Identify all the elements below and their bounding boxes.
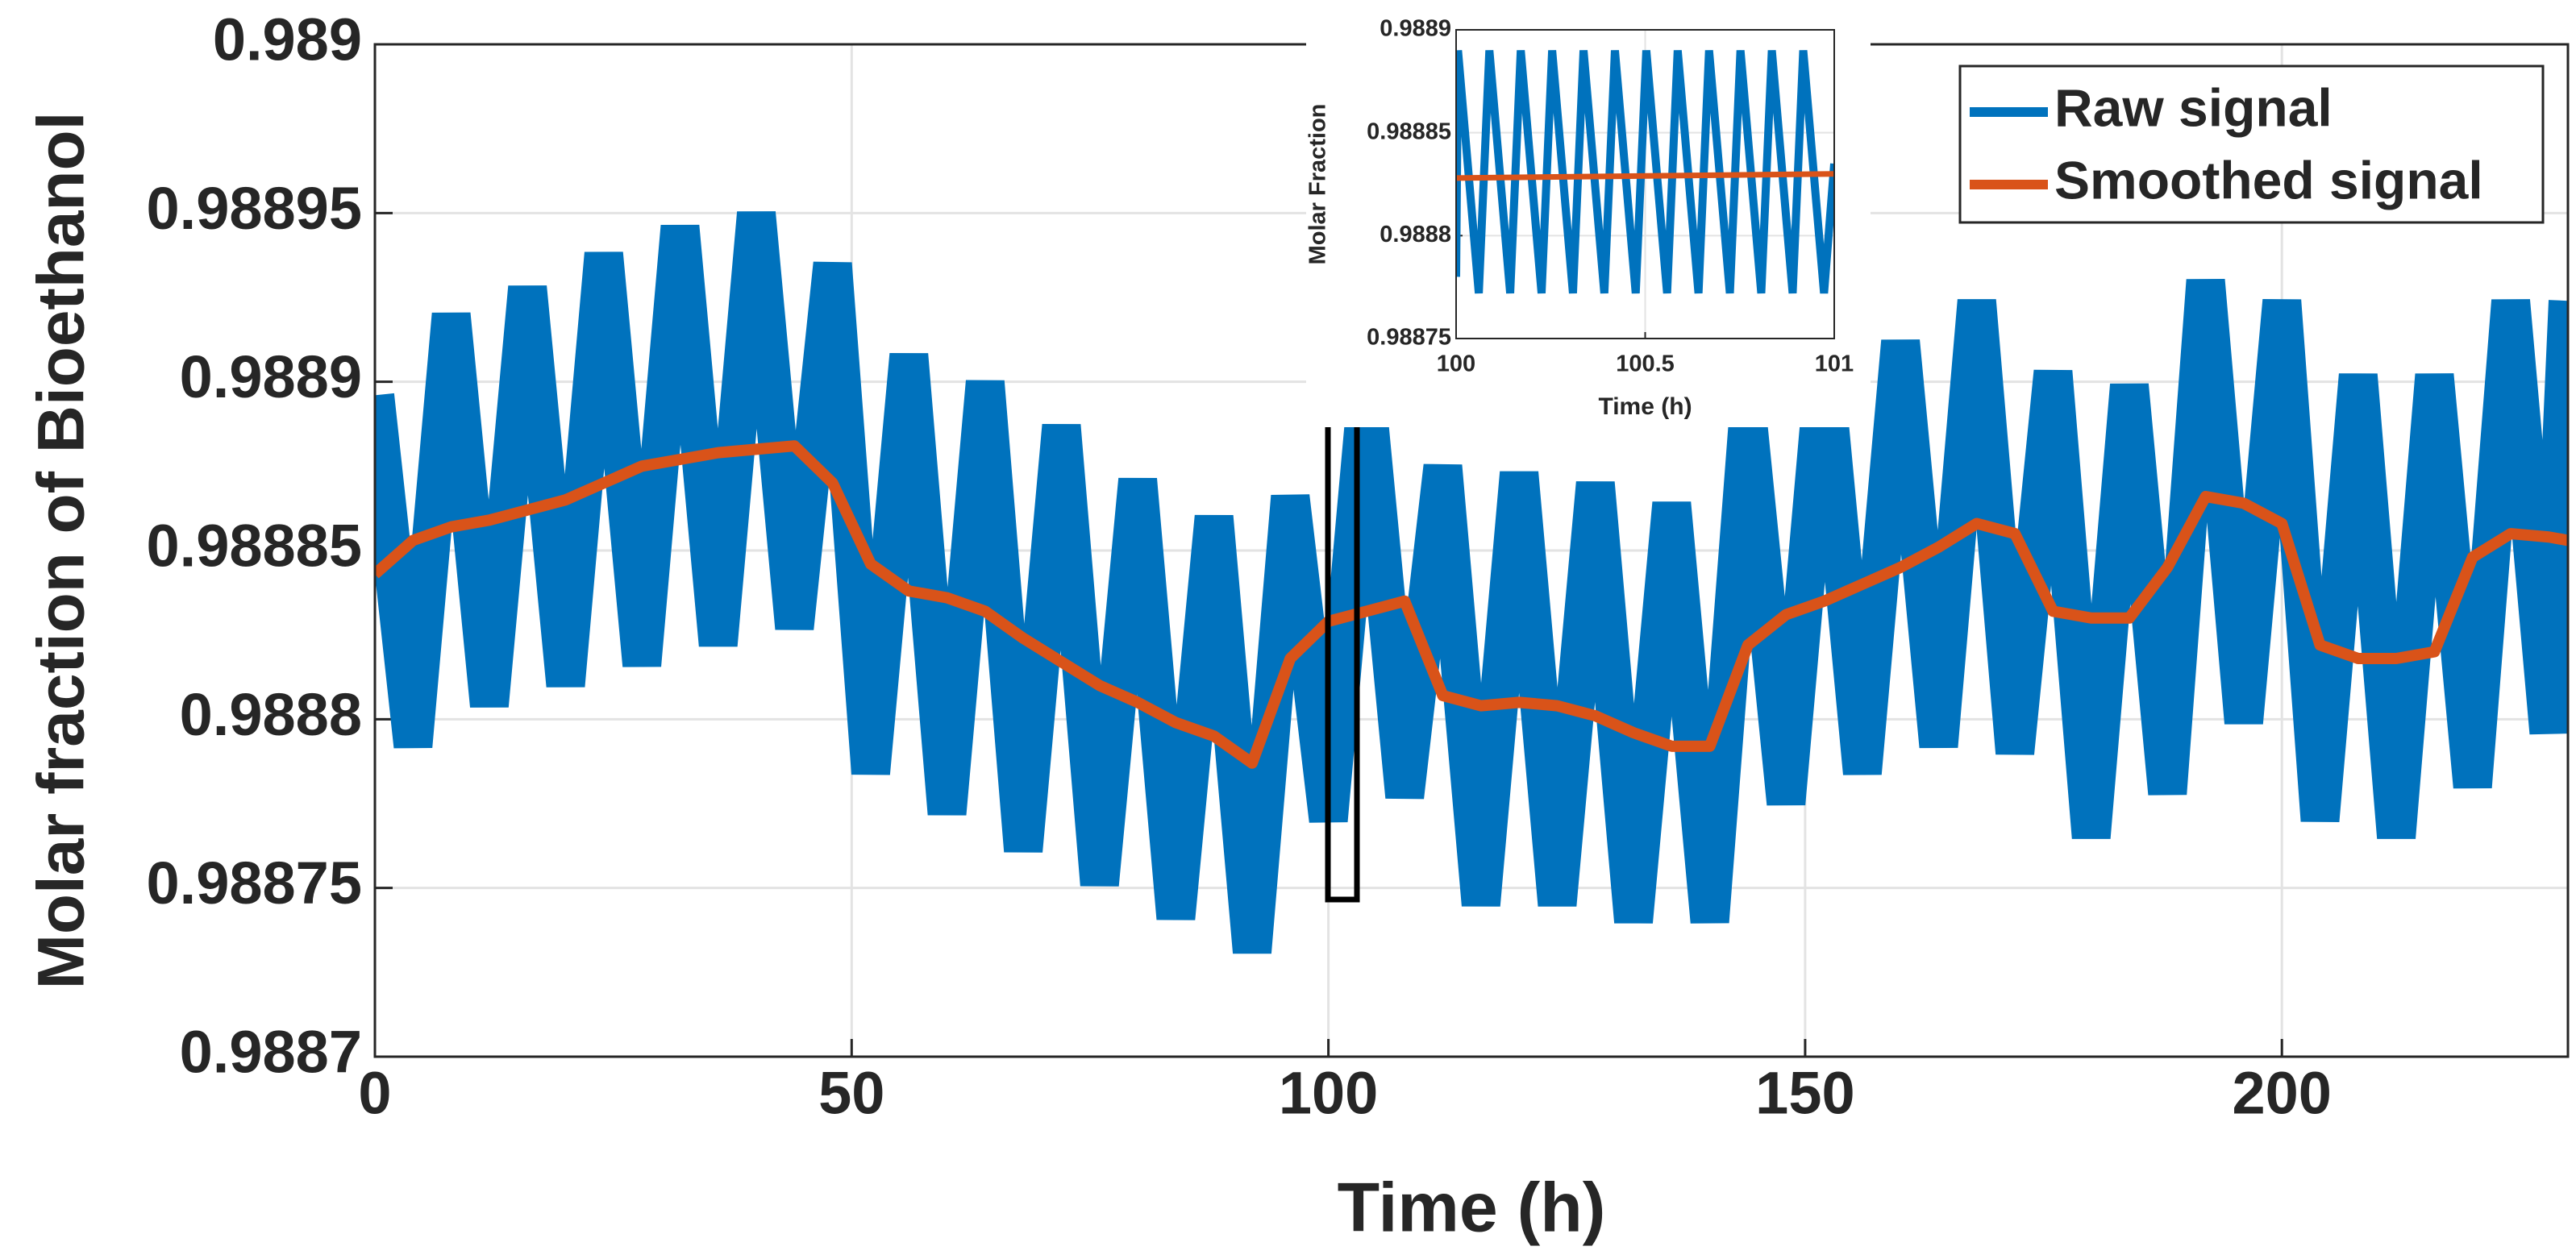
legend-label: Raw signal bbox=[2054, 77, 2333, 137]
y-axis-label: Molar fraction of Bioethanol bbox=[25, 112, 98, 990]
y-tick-label: 0.9888 bbox=[180, 681, 362, 748]
y-tick-label: 0.9889 bbox=[1380, 16, 1451, 42]
legend: Raw signal Smoothed signal bbox=[1958, 64, 2545, 224]
x-tick-label: 200 bbox=[2232, 1060, 2331, 1127]
y-tick-label: 0.9887 bbox=[180, 1019, 362, 1086]
x-tick-label: 150 bbox=[1755, 1060, 1854, 1127]
plot-area bbox=[1456, 50, 1834, 294]
x-tick-label: 100 bbox=[1279, 1060, 1378, 1127]
x-axis-label: Time (h) bbox=[1598, 393, 1692, 420]
axes-box bbox=[1455, 29, 1835, 339]
y-tick-label: 0.98895 bbox=[147, 175, 363, 242]
series-line bbox=[1456, 50, 1834, 294]
y-tick-label: 0.98885 bbox=[147, 513, 363, 580]
series-line bbox=[375, 440, 2568, 769]
plot-area bbox=[375, 211, 2568, 954]
legend-box bbox=[1958, 64, 2545, 224]
y-tick-label: 0.98875 bbox=[147, 850, 363, 916]
x-tick-label: 101 bbox=[1815, 351, 1854, 377]
y-tick-label: 0.989 bbox=[213, 6, 362, 73]
x-tick-label: 100 bbox=[1437, 351, 1475, 377]
legend-label: Smoothed signal bbox=[2054, 150, 2483, 210]
x-axis-label: Time (h) bbox=[1338, 1170, 1606, 1247]
y-axis-label: Molar Fraction bbox=[1305, 104, 1331, 265]
y-tick-label: 0.9888 bbox=[1380, 222, 1451, 247]
y-tick-label: 0.98885 bbox=[1367, 118, 1451, 144]
series-line bbox=[1456, 171, 1834, 181]
y-tick-label: 0.98875 bbox=[1367, 325, 1451, 351]
y-tick-label: 0.9889 bbox=[180, 343, 362, 410]
series-line bbox=[375, 211, 2568, 954]
x-tick-label: 100.5 bbox=[1616, 351, 1675, 377]
x-tick-label: 0 bbox=[358, 1060, 391, 1127]
x-tick-label: 50 bbox=[818, 1060, 884, 1127]
inset-axes: 0.98875 0.9888 0.98885 0.9889 100 100.5 101 Tim… bbox=[1305, 16, 1871, 427]
